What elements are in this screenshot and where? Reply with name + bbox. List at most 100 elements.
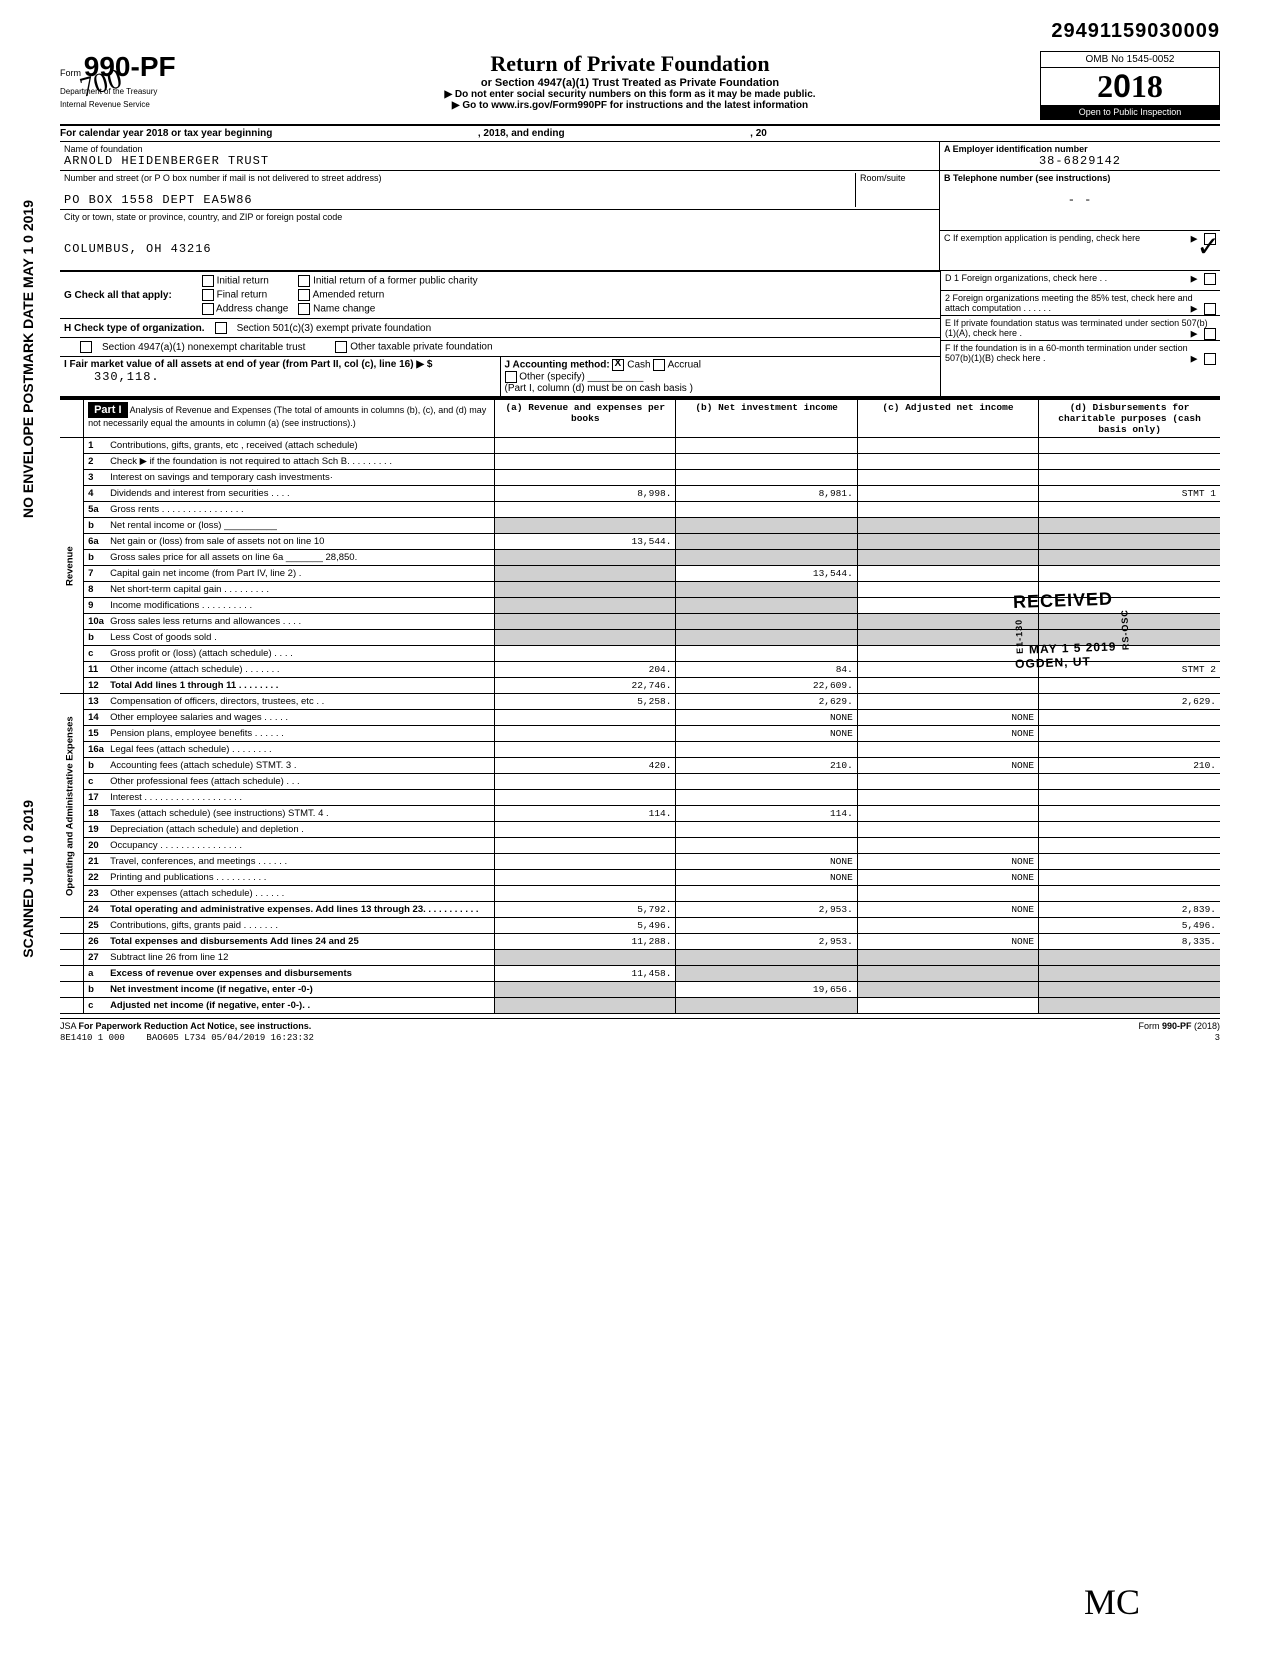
cb-e[interactable] [1204, 328, 1216, 340]
cell-b: 19,656. [676, 982, 857, 998]
section-h-2: Section 4947(a)(1) nonexempt charitable … [60, 338, 940, 357]
j-cash: Cash [627, 360, 650, 371]
table-row: 21Travel, conferences, and meetings . . … [60, 854, 1220, 870]
blank-side [60, 966, 84, 982]
row-desc: aExcess of revenue over expenses and dis… [84, 966, 495, 982]
row-desc: 22Printing and publications . . . . . . … [84, 870, 495, 886]
cell-c [857, 774, 1038, 790]
cb-initial-former[interactable] [298, 275, 310, 287]
cell-a: 13,544. [495, 534, 676, 550]
row-desc: 14Other employee salaries and wages . . … [84, 710, 495, 726]
cell-c [857, 566, 1038, 582]
cell-b [676, 966, 857, 982]
cell-b [676, 454, 857, 470]
cell-b: 84. [676, 662, 857, 678]
cb-name-change[interactable] [298, 303, 310, 315]
cell-a [495, 598, 676, 614]
handwritten-signature: MC [1084, 1581, 1140, 1623]
phone-value: - - [944, 193, 1216, 207]
row-desc: 2Check ▶ if the foundation is not requir… [84, 454, 495, 470]
cb-4947[interactable] [80, 341, 92, 353]
table-row: 24Total operating and administrative exp… [60, 902, 1220, 918]
table-row: cGross profit or (loss) (attach schedule… [60, 646, 1220, 662]
cb-501c3[interactable] [215, 322, 227, 334]
cell-d [1039, 454, 1220, 470]
table-row: bAccounting fees (attach schedule) STMT.… [60, 758, 1220, 774]
row-desc: 16aLegal fees (attach schedule) . . . . … [84, 742, 495, 758]
cell-a [495, 614, 676, 630]
omb-year-block: OMB No 1545-0052 2018 Open to Public Ins… [1040, 51, 1220, 120]
cell-c [857, 646, 1038, 662]
row-desc: bGross sales price for all assets on lin… [84, 550, 495, 566]
table-row: 25Contributions, gifts, grants paid . . … [60, 918, 1220, 934]
table-row: 8Net short-term capital gain . . . . . .… [60, 582, 1220, 598]
d2-label: 2 Foreign organizations meeting the 85% … [945, 293, 1193, 313]
cell-c: NONE [857, 870, 1038, 886]
cell-b: 2,953. [676, 934, 857, 950]
cb-address-change[interactable] [202, 303, 214, 315]
cb-accrual[interactable] [653, 359, 665, 371]
cell-d [1039, 982, 1220, 998]
row-desc: 11Other income (attach schedule) . . . .… [84, 662, 495, 678]
cb-amended[interactable] [298, 289, 310, 301]
row-desc: 6aNet gain or (loss) from sale of assets… [84, 534, 495, 550]
cell-c [857, 678, 1038, 694]
addr-label: Number and street (or P O box number if … [64, 173, 855, 183]
room-suite-label: Room/suite [855, 173, 935, 207]
table-row: 20Occupancy . . . . . . . . . . . . . . … [60, 838, 1220, 854]
cell-a [495, 790, 676, 806]
cell-a: 11,288. [495, 934, 676, 950]
row-desc: bNet rental income or (loss) __________ [84, 518, 495, 534]
cell-c [857, 438, 1038, 454]
cell-a [495, 502, 676, 518]
cell-a: 5,496. [495, 918, 676, 934]
row-desc: 3Interest on savings and temporary cash … [84, 470, 495, 486]
cb-d1[interactable] [1204, 273, 1216, 285]
cell-b [676, 998, 857, 1014]
cell-c: NONE [857, 726, 1038, 742]
footer-code-line: 8E1410 1 000 BAO605 L734 05/04/2019 16:2… [60, 1033, 1220, 1043]
cb-f[interactable] [1204, 353, 1216, 365]
cb-other-method[interactable] [505, 371, 517, 383]
part1-label: Part I [88, 402, 128, 418]
row-desc: 15Pension plans, employee benefits . . .… [84, 726, 495, 742]
j-note: (Part I, column (d) must be on cash basi… [505, 383, 693, 394]
cell-d [1039, 998, 1220, 1014]
side-revenue-label: Revenue [60, 438, 84, 694]
cell-c [857, 470, 1038, 486]
cell-b [676, 614, 857, 630]
cell-d [1039, 886, 1220, 902]
cb-initial-return[interactable] [202, 275, 214, 287]
cb-other-taxable[interactable] [335, 341, 347, 353]
row-desc: cAdjusted net income (if negative, enter… [84, 998, 495, 1014]
cb-final-return[interactable] [202, 289, 214, 301]
cb-d2[interactable] [1204, 303, 1216, 315]
table-row: 9Income modifications . . . . . . . . . … [60, 598, 1220, 614]
cell-a [495, 582, 676, 598]
cell-a [495, 998, 676, 1014]
h-opt1: Section 501(c)(3) exempt private foundat… [237, 323, 432, 334]
cell-c: NONE [857, 934, 1038, 950]
cell-d [1039, 838, 1220, 854]
table-row: 23Other expenses (attach schedule) . . .… [60, 886, 1220, 902]
table-row: 16aLegal fees (attach schedule) . . . . … [60, 742, 1220, 758]
table-row: Operating and Administrative Expenses13C… [60, 694, 1220, 710]
cell-b [676, 950, 857, 966]
i-value: 330,118. [94, 370, 160, 384]
cb-cash[interactable] [612, 359, 624, 371]
section-g: G Check all that apply: Initial return F… [60, 272, 940, 319]
cell-d [1039, 614, 1220, 630]
table-row: 3Interest on savings and temporary cash … [60, 470, 1220, 486]
table-row: 15Pension plans, employee benefits . . .… [60, 726, 1220, 742]
form-title: Return of Private Foundation [220, 51, 1040, 77]
table-row: 27Subtract line 26 from line 12 [60, 950, 1220, 966]
row-desc: 4Dividends and interest from securities … [84, 486, 495, 502]
footer-batch: BAO605 L734 05/04/2019 16:23:32 [146, 1033, 313, 1043]
exemption-label: C If exemption application is pending, c… [944, 233, 1140, 243]
cell-c [857, 790, 1038, 806]
cell-a [495, 710, 676, 726]
row-desc: 10aGross sales less returns and allowanc… [84, 614, 495, 630]
foundation-city: COLUMBUS, OH 43216 [64, 242, 935, 256]
d1-label: D 1 Foreign organizations, check here . … [945, 273, 1107, 283]
row-desc: bNet investment income (if negative, ent… [84, 982, 495, 998]
